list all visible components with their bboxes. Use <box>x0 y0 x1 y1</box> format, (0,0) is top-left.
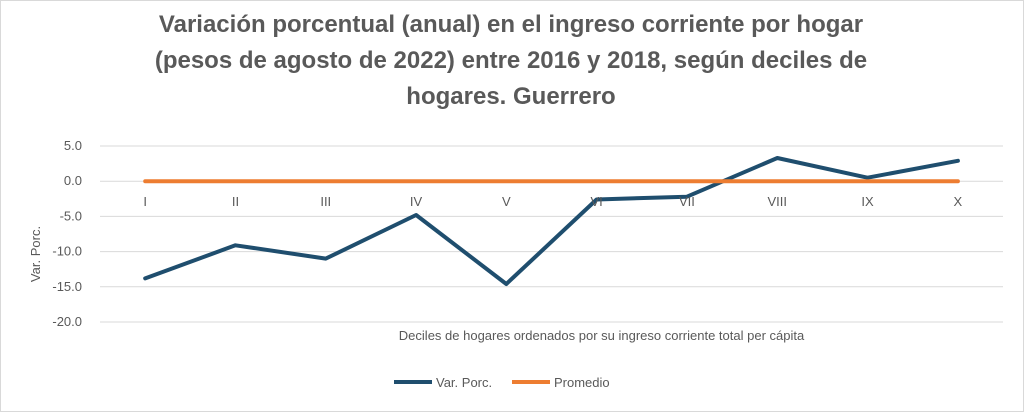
x-tick-label: I <box>143 194 147 209</box>
series-line-var-porc <box>143 156 960 286</box>
y-tick-label: -10.0 <box>52 244 82 259</box>
x-axis-title: Deciles de hogares ordenados por su ingr… <box>399 328 805 343</box>
y-tick-label: 0.0 <box>64 173 82 188</box>
x-tick-label: VIII <box>767 194 787 209</box>
x-tick-label: III <box>320 194 331 209</box>
x-tick-label: V <box>502 194 511 209</box>
chart-title-line-3: hogares. Guerrero <box>406 83 616 110</box>
chart-title-line-1: Variación porcentual (anual) en el ingre… <box>158 11 864 38</box>
y-tick-label: -5.0 <box>60 208 82 223</box>
chart-title-line-2: (pesos de agosto de 2022) entre 2016 y 2… <box>154 47 868 74</box>
y-tick-label: -15.0 <box>52 279 82 294</box>
y-axis-title: Var. Porc. <box>28 226 43 282</box>
y-tick-label: 5.0 <box>64 138 82 153</box>
x-tick-label: II <box>232 194 239 209</box>
y-tick-label: -20.0 <box>52 314 82 329</box>
x-tick-label: VI <box>591 194 603 209</box>
legend-label: Promedio <box>554 375 610 390</box>
x-tick-label: VII <box>679 194 695 209</box>
x-tick-label: IV <box>410 194 423 209</box>
x-tick-label: IX <box>861 194 874 209</box>
legend-label: Var. Porc. <box>436 375 492 390</box>
chart-title: Variación porcentual (anual) en el ingre… <box>101 7 921 115</box>
x-tick-label: X <box>954 194 963 209</box>
